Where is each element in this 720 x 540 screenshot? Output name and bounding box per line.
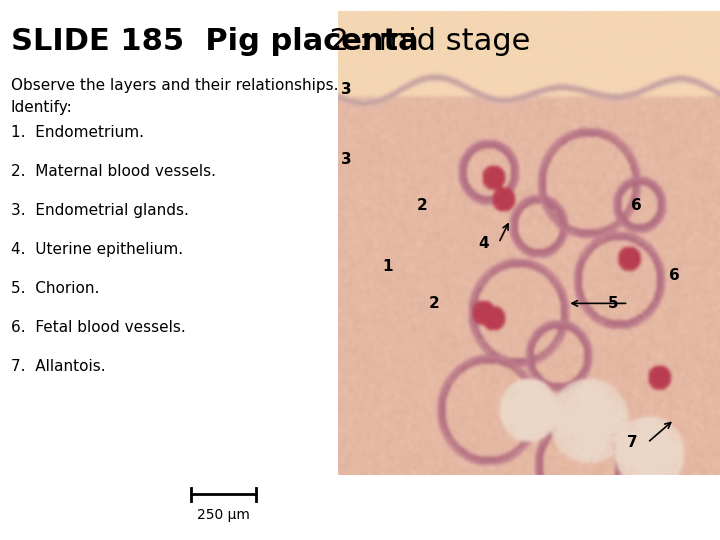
Text: 6: 6 (669, 268, 680, 283)
Text: 3: 3 (341, 82, 351, 97)
Text: Observe the layers and their relationships.: Observe the layers and their relationshi… (11, 78, 338, 93)
Text: 4.  Uterine epithelium.: 4. Uterine epithelium. (11, 242, 183, 257)
Text: 7: 7 (627, 435, 637, 450)
Text: 2: 2 (417, 198, 428, 213)
Text: 6.  Fetal blood vessels.: 6. Fetal blood vessels. (11, 320, 186, 335)
Text: 3.  Endometrial glands.: 3. Endometrial glands. (11, 203, 189, 218)
Text: 2.  Maternal blood vessels.: 2. Maternal blood vessels. (11, 164, 216, 179)
Text: 250 μm: 250 μm (197, 508, 250, 522)
Text: 5.  Chorion.: 5. Chorion. (11, 281, 99, 296)
Text: Identify:: Identify: (11, 100, 73, 115)
Text: SLIDE 185  Pig placenta: SLIDE 185 Pig placenta (11, 27, 418, 56)
Text: 6: 6 (631, 198, 642, 213)
Text: 1: 1 (383, 259, 393, 274)
Text: 4: 4 (478, 235, 489, 251)
Text: 1.  Endometrium.: 1. Endometrium. (11, 125, 144, 140)
Text: 7.  Allantois.: 7. Allantois. (11, 359, 105, 374)
Text: 5: 5 (608, 296, 618, 311)
Text: 2 : mid stage: 2 : mid stage (310, 27, 530, 56)
Text: 3: 3 (341, 152, 351, 167)
Text: 2: 2 (428, 296, 439, 311)
